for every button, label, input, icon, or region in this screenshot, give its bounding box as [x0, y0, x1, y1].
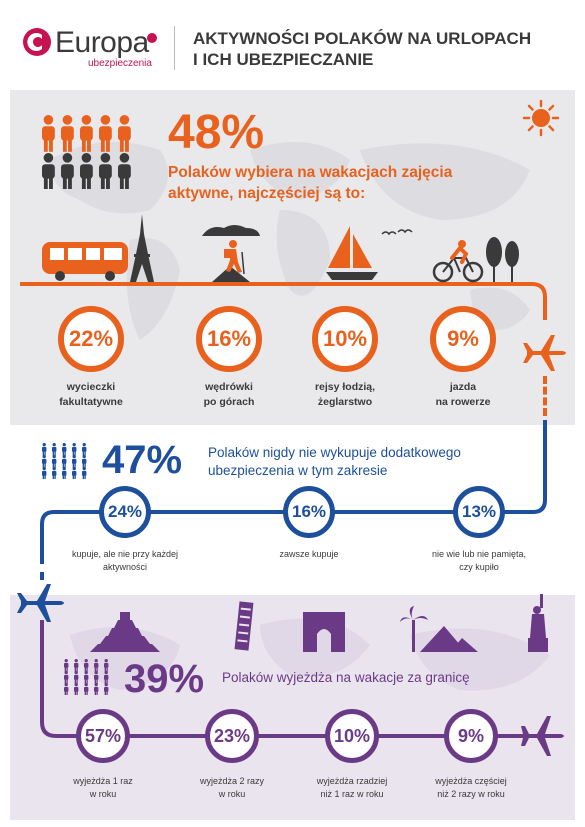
brand-name: Europa	[55, 26, 149, 59]
section3-text: Polaków wyjeżdża na wakacje za granicę	[222, 670, 470, 685]
trips-label: wyjeżdża 2 razy w roku	[199, 776, 265, 799]
trips-value-circle: 57%	[76, 709, 130, 763]
triumphal-arch-icon	[303, 612, 345, 652]
section1-percent: 48%	[168, 106, 265, 159]
header-divider	[174, 26, 175, 70]
blue-path-dash	[40, 556, 44, 580]
palm-pyramids-icon	[400, 606, 478, 652]
sailboat-icon	[326, 226, 378, 280]
section2-text: Polaków nigdy nie wykupuje dodatkowego u…	[208, 444, 461, 480]
section1-text-line2: aktywne, najczęściej są to:	[168, 185, 366, 202]
cyclist-icon	[432, 240, 484, 283]
insurance-label: zawsze kupuje	[279, 549, 339, 559]
trips-value-circle: 9%	[444, 709, 498, 763]
header: Europa ubezpieczenia AKTYWNOŚCI POLAKÓW …	[0, 0, 585, 88]
section1-text-line1: Polaków wybiera na wakacjach zajęcia	[168, 164, 453, 181]
bus-icon	[42, 242, 128, 281]
activity-value-circle: 9%	[430, 306, 496, 372]
purple-path	[40, 620, 525, 738]
leaning-tower-icon	[234, 601, 254, 651]
section2-percent: 47%	[102, 438, 183, 482]
section-abroad	[10, 595, 575, 820]
activity-label: wędrówki po górach	[203, 381, 255, 408]
insurance-label: kupuje, ale nie przy każdej aktywności	[71, 549, 179, 572]
section2-text-line1: Polaków nigdy nie wykupuje dodatkowego	[208, 445, 461, 460]
eiffel-tower-icon	[130, 214, 154, 282]
trees-icon	[486, 237, 519, 282]
sun-icon	[522, 99, 560, 137]
trips-value-circle: 10%	[325, 709, 379, 763]
section3-percent: 39%	[124, 657, 205, 701]
hiker-icon	[202, 225, 260, 282]
orange-path-dash	[543, 376, 547, 416]
insurance-label: nie wie lub nie pamięta, czy kupiło	[431, 549, 527, 572]
pyramid-temple-icon	[90, 612, 160, 652]
activity-value-circle: 10%	[312, 306, 378, 372]
activity-label: wycieczki fakultatywne	[59, 381, 123, 408]
section1-text: Polaków wybiera na wakacjach zajęcia akt…	[168, 162, 452, 204]
insurance-value-circle: 24%	[99, 486, 151, 538]
trips-value-circle: 23%	[205, 709, 259, 763]
brand-subtitle: ubezpieczenia	[88, 58, 152, 69]
section2-text-line2: ubezpieczenia w tym zakresie	[208, 463, 388, 478]
trips-label: wyjeżdża 1 raz w roku	[73, 776, 133, 799]
trips-label: wyjeżdża częściej niż 2 razy w roku	[435, 776, 507, 799]
plane-icon	[17, 584, 64, 622]
orange-path	[20, 282, 547, 320]
page-title-line1: AKTYWNOŚCI POLAKÓW NA URLOPACH	[193, 29, 532, 48]
trips-label: wyjeżdża rzadziej niż 1 raz w roku	[316, 776, 388, 799]
plane-icon	[523, 335, 566, 371]
activity-value-circle: 22%	[58, 306, 124, 372]
people-grid-icon	[42, 443, 87, 479]
page-title: AKTYWNOŚCI POLAKÓW NA URLOPACH I ICH UBE…	[193, 28, 531, 70]
europa-logo-mark	[23, 28, 51, 56]
people-grid-icon	[64, 659, 109, 695]
people-grid-icon	[42, 115, 131, 189]
page-title-line2: I ICH UBEZPIECZANIE	[193, 50, 374, 69]
activity-label: jazda na rowerze	[435, 381, 491, 408]
birds-icon	[381, 229, 413, 236]
activity-value-circle: 16%	[196, 306, 262, 372]
plane-icon	[521, 716, 564, 756]
insurance-value-circle: 16%	[283, 486, 335, 538]
brand-dot-icon	[147, 33, 157, 43]
statue-of-liberty-icon	[528, 594, 548, 652]
insurance-value-circle: 13%	[453, 486, 505, 538]
activity-label: rejsy łodzią, żeglarstwo	[314, 381, 376, 408]
